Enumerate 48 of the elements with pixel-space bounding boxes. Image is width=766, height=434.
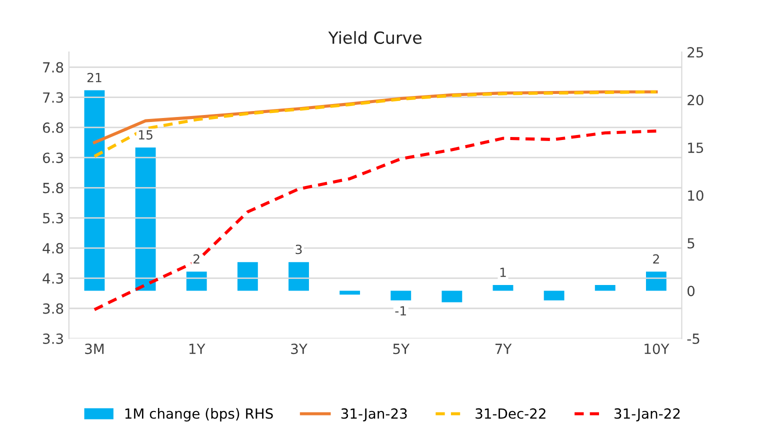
bar (186, 272, 207, 291)
y-tick-label: 4.8 (42, 243, 64, 254)
y-tick-label: 5.3 (43, 212, 63, 224)
y-tick-label: 7.8 (43, 62, 64, 73)
chart-title: Yield Curve (328, 31, 422, 44)
line-series (92, 90, 658, 158)
x-tick-label: 3Y (291, 344, 308, 354)
x-tick-label: 1Y (189, 344, 206, 354)
legend-label: 31-Dec-22 (476, 408, 546, 419)
bar (442, 290, 462, 302)
bar (594, 285, 616, 291)
bar (237, 262, 258, 291)
bar (135, 148, 156, 291)
y-tick-label: 5.8 (43, 182, 64, 194)
data-label: 1 (500, 268, 506, 277)
data-label: 3 (296, 244, 302, 254)
y-tick-label: 6.8 (42, 122, 64, 133)
legend-label: 31-Jan-23 (341, 408, 407, 422)
y2-tick-label: -5 (687, 334, 700, 344)
y-tick-label: 3.3 (43, 333, 63, 344)
bar (544, 290, 564, 300)
bar (646, 272, 666, 291)
bar (84, 90, 105, 291)
y-tick-label: 7.3 (43, 92, 63, 103)
y-tick-label: 6.3 (42, 152, 63, 164)
y2-tick-label: 0 (688, 286, 695, 296)
data-label: 2 (194, 254, 200, 264)
y2-tick-label: 5 (688, 238, 694, 249)
data-label: 15 (138, 130, 152, 140)
y2-tick-label: 20 (688, 94, 704, 106)
bar (340, 290, 360, 295)
bar (492, 285, 514, 291)
bar (390, 290, 412, 300)
y2-tick-label: 10 (688, 190, 704, 201)
legend-label: 31-Jan-22 (614, 408, 680, 422)
data-label: 21 (87, 72, 102, 82)
x-tick-label: 5Y (393, 344, 410, 354)
bar (288, 262, 309, 291)
legend-label: 1M change (bps) RHS (125, 408, 273, 422)
data-label: 2 (653, 254, 659, 264)
y2-tick-label: 25 (688, 47, 704, 58)
y-tick-label: 3.8 (43, 303, 64, 314)
y-tick-label: 4.3 (42, 273, 63, 284)
data-label: -1 (395, 306, 406, 316)
x-tick-label: 7Y (495, 344, 512, 354)
x-tick-label: 3M (85, 344, 104, 354)
y2-tick-label: 15 (688, 142, 704, 154)
x-tick-label: 10Y (644, 344, 670, 354)
